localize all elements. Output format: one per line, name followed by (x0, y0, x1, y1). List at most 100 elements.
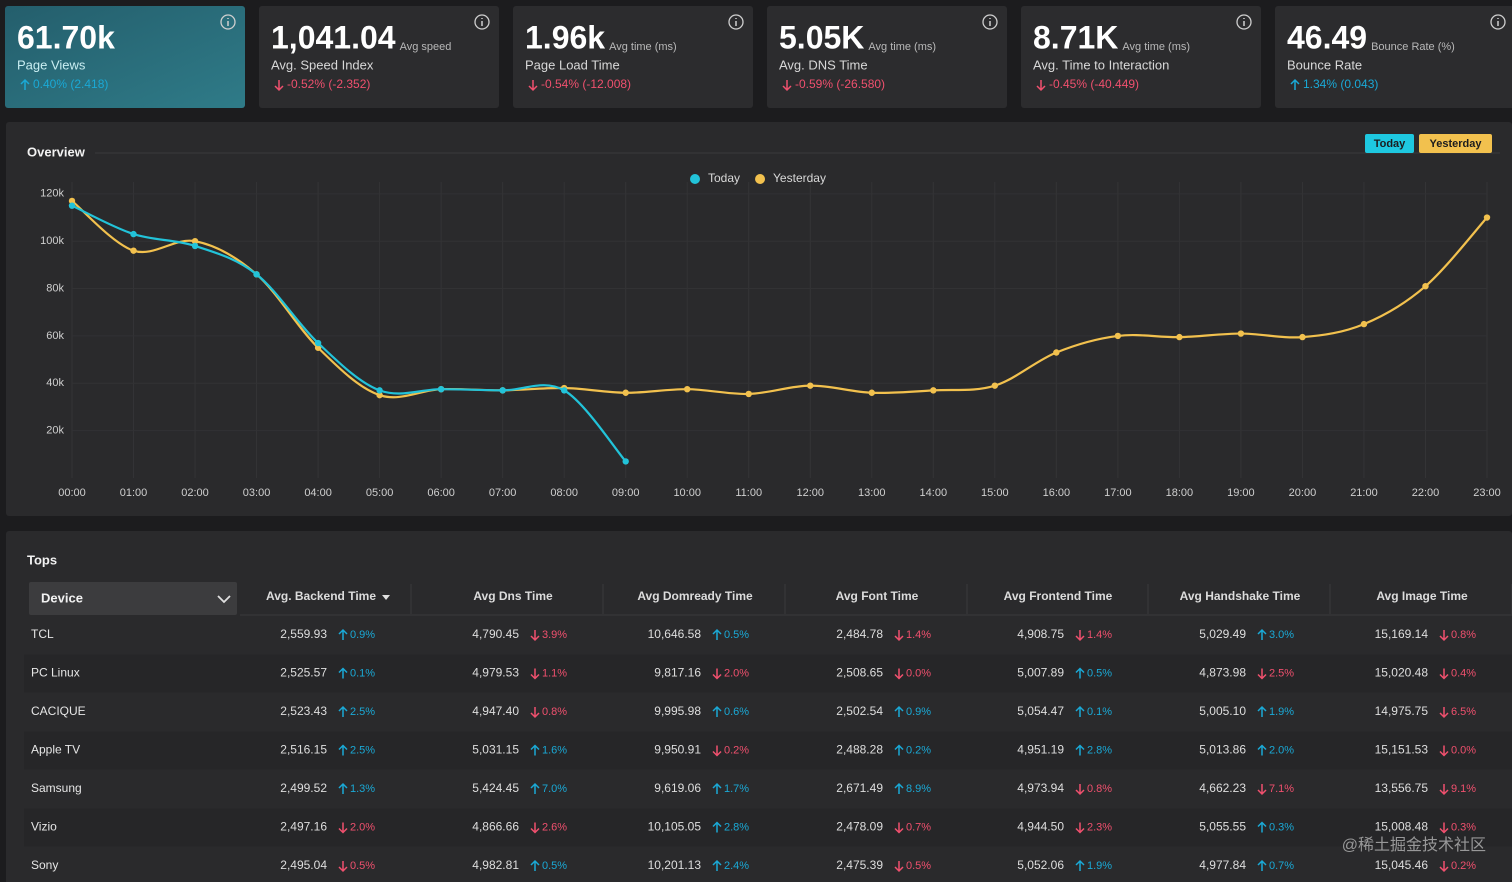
cell-value: 5,013.86 (1199, 743, 1246, 757)
arrow-icon (1075, 705, 1085, 717)
cell-value: 4,790.45 (472, 627, 519, 641)
cell-change: 0.0% (906, 667, 931, 679)
column-header[interactable]: Avg Handshake Time (1180, 589, 1301, 603)
series-line (71, 200, 1488, 399)
toggle-label[interactable]: Today (1374, 138, 1406, 150)
overview-panel (6, 122, 1512, 516)
column-header[interactable]: Avg. Backend Time (266, 589, 376, 603)
arrow-icon (1439, 745, 1449, 757)
info-icon[interactable] (728, 14, 744, 30)
info-icon[interactable] (474, 14, 490, 30)
legend-marker[interactable] (755, 174, 766, 184)
kpi-card[interactable] (513, 6, 753, 108)
cell-change: 3.9% (542, 629, 567, 641)
arrow-icon (338, 861, 348, 873)
cell-value: 2,499.52 (280, 781, 327, 795)
cell-value: 5,424.45 (472, 781, 519, 795)
toggle-button[interactable] (1419, 134, 1492, 153)
arrow-icon (712, 705, 722, 717)
device-name[interactable]: Vizio (31, 820, 57, 834)
kpi-value: 1,041.04 (271, 19, 396, 55)
legend-marker[interactable] (690, 174, 700, 184)
data-point (1053, 349, 1060, 356)
x-tick-label: 01:00 (120, 487, 148, 499)
info-icon[interactable] (220, 14, 236, 30)
cell-value: 2,525.57 (280, 666, 327, 680)
cell-change: 0.5% (906, 860, 931, 872)
series-line (71, 204, 627, 463)
arrow-icon (712, 745, 722, 757)
legend-label[interactable]: Today (708, 171, 740, 185)
device-name[interactable]: CACIQUE (31, 704, 86, 718)
arrow-icon (20, 78, 30, 90)
x-tick-label: 14:00 (920, 487, 948, 499)
device-dropdown-label[interactable]: Device (41, 590, 83, 605)
cell-value: 15,169.14 (1375, 627, 1429, 641)
cell-change: 2.5% (1269, 667, 1294, 679)
cell-value: 10,201.13 (648, 858, 702, 872)
arrow-icon (530, 822, 540, 834)
column-header[interactable]: Avg Frontend Time (1004, 589, 1113, 603)
cell-change: 2.0% (350, 821, 375, 833)
info-icon[interactable] (1490, 14, 1506, 30)
column-header[interactable]: Avg Image Time (1376, 589, 1468, 603)
data-point (1237, 330, 1245, 337)
data-point (684, 386, 691, 393)
kpi-label: Page Views (17, 57, 86, 72)
kpi-card[interactable] (767, 6, 1007, 108)
x-tick-label: 15:00 (981, 487, 1009, 499)
legend-label[interactable]: Yesterday (773, 171, 826, 185)
kpi-card[interactable] (259, 6, 499, 108)
device-name[interactable]: Samsung (31, 781, 82, 795)
device-name[interactable]: Apple TV (31, 743, 80, 757)
data-point (191, 238, 199, 245)
cell-change: 2.3% (1087, 821, 1112, 833)
device-name[interactable]: PC Linux (31, 666, 80, 680)
device-dropdown[interactable] (29, 582, 237, 615)
kpi-change: -0.54% (-12.008) (541, 77, 631, 91)
toggle-label[interactable]: Yesterday (1430, 138, 1483, 150)
cell-change: 9.1% (1451, 783, 1476, 795)
kpi-card[interactable] (5, 6, 245, 108)
toggle-button[interactable] (1365, 134, 1414, 153)
cell-value: 9,817.16 (654, 666, 701, 680)
arrow-icon (1075, 744, 1085, 756)
cell-change: 1.9% (1269, 706, 1294, 718)
column-header[interactable]: Avg Font Time (836, 589, 919, 603)
cell-value: 13,556.75 (1375, 781, 1429, 795)
x-tick-label: 16:00 (1043, 487, 1071, 499)
arrow-icon (782, 80, 792, 92)
cell-value: 4,866.66 (472, 820, 519, 834)
cell-change: 6.5% (1451, 706, 1476, 718)
cell-change: 1.6% (542, 744, 567, 756)
arrow-icon (712, 628, 722, 640)
column-header[interactable]: Avg Dns Time (473, 589, 553, 603)
cell-value: 4,973.94 (1017, 781, 1064, 795)
kpi-card[interactable] (1021, 6, 1261, 108)
device-name[interactable]: Sony (31, 858, 58, 872)
info-icon[interactable] (1236, 14, 1252, 30)
cell-change: 0.0% (1451, 744, 1476, 756)
data-point (68, 202, 76, 209)
arrow-icon (894, 822, 904, 834)
arrow-icon (530, 744, 540, 756)
kpi-value: 5.05K (779, 19, 864, 55)
arrow-icon (1075, 859, 1085, 871)
tops-title: Tops (27, 552, 57, 567)
cell-change: 7.0% (542, 783, 567, 795)
kpi-unit: Bounce Rate (%) (1371, 41, 1455, 53)
cell-change: 0.5% (724, 629, 749, 641)
kpi-value: 46.49 (1287, 19, 1367, 55)
kpi-label: Avg. Speed Index (271, 57, 374, 72)
column-header[interactable]: Avg Domready Time (637, 589, 753, 603)
y-tick-label: 80k (46, 282, 64, 294)
data-point (130, 230, 137, 238)
row-stripe (24, 808, 1512, 847)
arrow-icon (1075, 784, 1085, 796)
kpi-card[interactable] (1275, 6, 1512, 108)
arrow-icon (1257, 784, 1267, 796)
data-point (1176, 333, 1183, 341)
data-point (991, 382, 999, 389)
device-name[interactable]: TCL (31, 627, 54, 641)
info-icon[interactable] (982, 14, 998, 30)
